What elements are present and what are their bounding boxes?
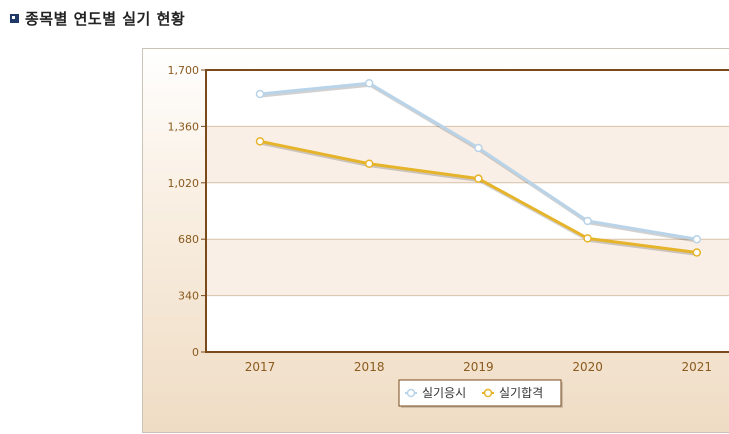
y-tick-label: 0	[192, 346, 199, 359]
data-point	[583, 216, 592, 226]
line-chart: 0 340 680 1,020 1,360 1,700 2017 2018 2019 2020 20…	[168, 64, 729, 408]
y-tick-label: 1,360	[168, 120, 200, 133]
section-heading: 종목별 연도별 실기 현황	[10, 8, 185, 28]
x-tick-label: 2017	[245, 360, 276, 374]
plot-area	[206, 70, 729, 352]
data-point	[474, 174, 483, 183]
x-tick-label: 2018	[354, 360, 385, 374]
data-point	[474, 143, 483, 153]
x-tick-label: 2020	[572, 360, 603, 374]
square-bullet-icon	[10, 13, 19, 23]
legend-marker-icon	[406, 388, 416, 398]
legend-label: 실기합격	[499, 386, 543, 400]
data-point	[255, 137, 265, 146]
legend-box	[398, 379, 562, 407]
data-point	[692, 234, 702, 244]
legend-marker-icon	[483, 388, 493, 398]
y-tick-label: 680	[178, 233, 199, 246]
chart-panel: 0 340 680 1,020 1,360 1,700 2017 2018 2019 2020 20…	[142, 48, 729, 433]
data-point	[364, 79, 374, 88]
y-tick-label: 340	[178, 290, 199, 303]
x-tick-label: 2021	[682, 360, 713, 374]
data-point	[583, 234, 592, 243]
y-tick-label: 1,700	[168, 64, 200, 77]
y-tick-label: 1,020	[168, 177, 200, 190]
grid-band	[206, 126, 729, 183]
legend-label: 실기응시	[422, 386, 466, 400]
section-title: 종목별 연도별 실기 현황	[25, 9, 186, 28]
plot-frame	[205, 69, 729, 353]
data-point	[364, 159, 374, 168]
data-point	[255, 89, 265, 99]
data-point	[692, 248, 702, 257]
x-tick-label: 2019	[463, 360, 494, 374]
grid-band	[206, 239, 729, 296]
